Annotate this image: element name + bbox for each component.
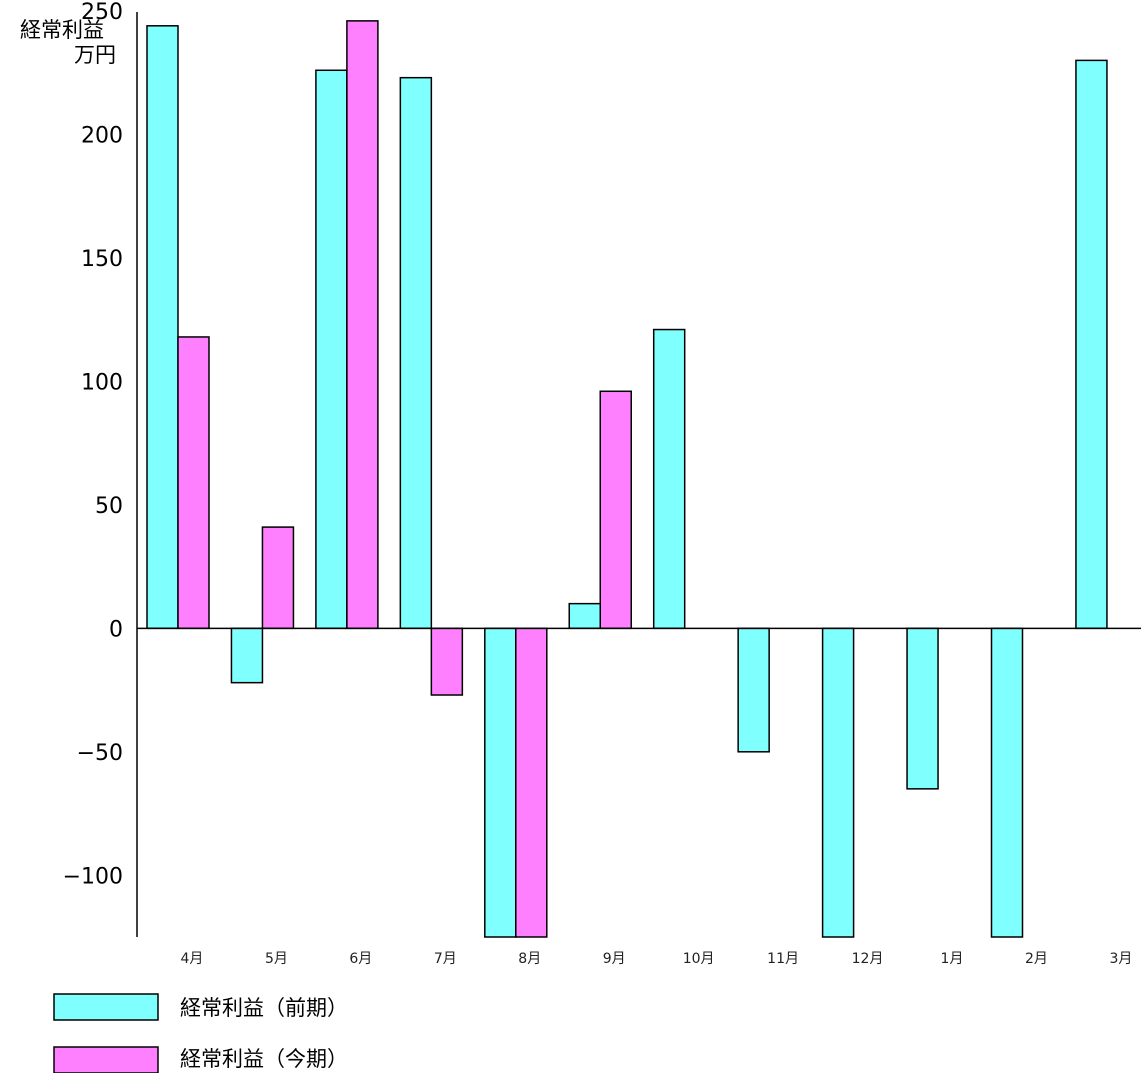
bar-current-1 xyxy=(177,336,210,630)
y-axis-label: 経常利益 万円 xyxy=(20,18,116,67)
y-tick-label: 200 xyxy=(81,123,123,148)
bar-current-2 xyxy=(261,526,295,630)
bar-previous-4 xyxy=(399,76,433,630)
bar-previous-9 xyxy=(821,627,855,938)
bar-previous-6 xyxy=(568,602,601,630)
y-tick-label: −50 xyxy=(77,741,123,766)
bar-previous-12 xyxy=(1075,59,1108,630)
x-tick-label: 12月 xyxy=(852,951,884,967)
bar-previous-5 xyxy=(484,627,517,938)
bar-previous-11 xyxy=(990,627,1024,938)
y-axis-ticks: 250 200 150 100 50 0 −50 −100 xyxy=(63,0,123,889)
x-tick-label: 4月 xyxy=(180,951,203,967)
bar-previous-7 xyxy=(652,328,686,630)
y-tick-label: 0 xyxy=(109,617,123,642)
x-tick-label: 6月 xyxy=(349,951,372,967)
bar-previous-2 xyxy=(230,627,264,684)
y-axis-label-line-2: 万円 xyxy=(74,43,116,67)
x-tick-label: 2月 xyxy=(1025,951,1048,967)
x-tick-label: 10月 xyxy=(683,951,715,967)
x-tick-label: 5月 xyxy=(265,951,288,967)
bars xyxy=(146,20,1108,938)
y-tick-label: 250 xyxy=(81,0,123,25)
bar-current-4 xyxy=(430,627,464,696)
bar-current-6 xyxy=(599,390,632,630)
bar-previous-1 xyxy=(146,25,179,630)
bar-previous-8 xyxy=(737,627,770,753)
legend-item-previous: 経常利益（前期） xyxy=(53,993,348,1021)
bar-current-5 xyxy=(515,627,548,938)
y-tick-label: −100 xyxy=(63,864,123,889)
y-tick-label: 100 xyxy=(81,370,123,395)
y-tick-label: 150 xyxy=(81,247,123,272)
bar-previous-3 xyxy=(315,69,348,630)
y-axis-label-line-1: 経常利益 xyxy=(20,18,104,42)
legend-item-current: 経常利益（今期） xyxy=(53,1046,348,1074)
bar-previous-10 xyxy=(906,627,939,790)
legend-swatch-previous xyxy=(53,993,159,1021)
legend-label-current: 経常利益（今期） xyxy=(180,1047,348,1071)
x-tick-label: 1月 xyxy=(941,951,964,967)
legend-swatch-current xyxy=(53,1046,159,1074)
legend-label-previous: 経常利益（前期） xyxy=(180,996,348,1020)
bar-current-3 xyxy=(346,20,379,630)
x-tick-label: 9月 xyxy=(603,951,626,967)
legend: 経常利益（前期） 経常利益（今期） xyxy=(53,993,348,1074)
x-tick-label: 11月 xyxy=(767,951,799,967)
x-tick-label: 3月 xyxy=(1109,951,1132,967)
x-axis-ticks: 4月 5月 6月 7月 8月 9月 10月 11月 12月 1月 2月 3月 xyxy=(180,951,1132,967)
x-tick-label: 7月 xyxy=(434,951,457,967)
y-tick-label: 50 xyxy=(95,494,123,519)
x-tick-label: 8月 xyxy=(518,951,541,967)
